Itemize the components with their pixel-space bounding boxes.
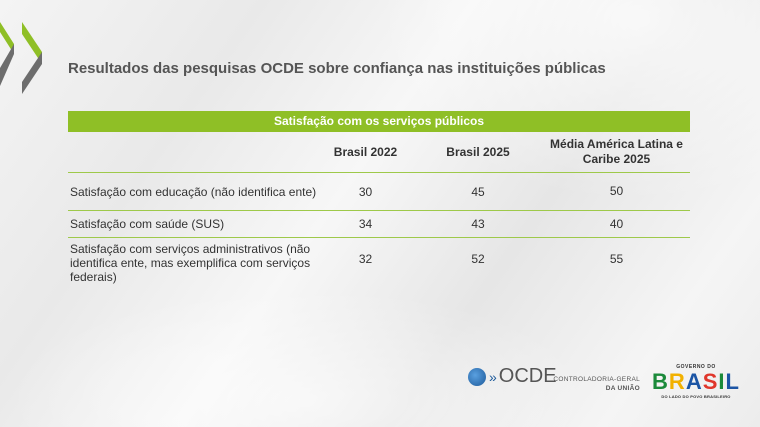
ocde-logo-text: OCDE bbox=[498, 365, 557, 387]
cell: 50 bbox=[609, 184, 624, 198]
globe-icon bbox=[468, 367, 486, 386]
table-header-row: Brasil 2022 Brasil 2025 Média América La… bbox=[68, 132, 690, 173]
governo-brasil-logo: GOVERNO DO BRASIL DO LADO DO POVO BRASIL… bbox=[648, 364, 744, 400]
cell: 40 bbox=[609, 216, 624, 231]
gov-top-text: GOVERNO DO bbox=[676, 364, 716, 370]
cell: 32 bbox=[358, 252, 373, 266]
row-label: Satisfação com educação (não identifica … bbox=[70, 184, 317, 199]
satisfaction-table: Satisfação com os serviços públicos Bras… bbox=[68, 111, 690, 292]
cell: 34 bbox=[358, 217, 373, 231]
cell: 55 bbox=[609, 252, 624, 266]
cgu-line2: DA UNIÃO bbox=[605, 385, 640, 392]
cgu-line1: CONTROLADORIA-GERAL bbox=[553, 376, 640, 383]
ocde-chevron-logo bbox=[0, 22, 42, 94]
gov-bottom-text: DO LADO DO POVO BRASILEIRO bbox=[661, 394, 731, 399]
chevrons-icon: » bbox=[489, 368, 497, 385]
cell: 52 bbox=[471, 252, 485, 266]
cell: 30 bbox=[358, 184, 373, 199]
cell: 45 bbox=[471, 184, 485, 199]
cgu-logo: CONTROLADORIA-GERAL DA UNIÃO bbox=[548, 375, 640, 393]
header-cell: Média América Latina e Caribe 2025 bbox=[550, 137, 683, 166]
ocde-logo: » OCDE bbox=[468, 365, 557, 388]
brasil-wordmark: BRASIL bbox=[652, 369, 740, 394]
row-label: Satisfação com serviços administrativos … bbox=[70, 242, 311, 284]
header-cell: Brasil 2022 bbox=[333, 145, 398, 159]
cell: 43 bbox=[471, 217, 485, 231]
row-label: Satisfação com saúde (SUS) bbox=[70, 217, 225, 231]
table-row: Satisfação com educação (não identifica … bbox=[68, 173, 690, 211]
header-cell: Brasil 2025 bbox=[446, 145, 510, 159]
page-title: Resultados das pesquisas OCDE sobre conf… bbox=[68, 60, 606, 77]
table-caption: Satisfação com os serviços públicos bbox=[68, 111, 690, 132]
table-row: Satisfação com saúde (SUS) 34 43 40 bbox=[68, 211, 690, 238]
table-row: Satisfação com serviços administrativos … bbox=[68, 238, 690, 292]
